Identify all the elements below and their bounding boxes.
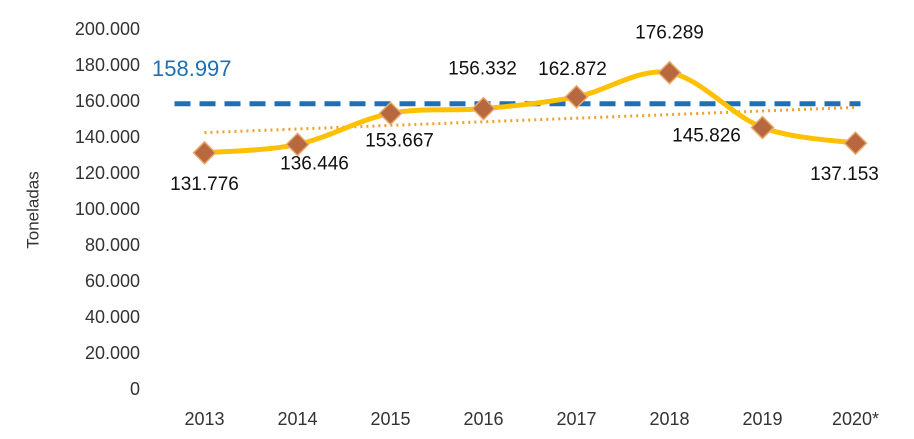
y-tick-label: 120.000 <box>75 163 140 183</box>
marker <box>564 84 589 109</box>
y-tick-label: 80.000 <box>85 235 140 255</box>
x-tick-label: 2016 <box>463 409 503 429</box>
y-tick-label: 200.000 <box>75 19 140 39</box>
y-tick-label: 40.000 <box>85 307 140 327</box>
y-axis-title: Toneladas <box>23 171 42 249</box>
marker <box>471 96 496 121</box>
y-tick-label: 0 <box>130 379 140 399</box>
x-tick-label: 2020* <box>832 409 879 429</box>
marker <box>657 60 682 85</box>
y-tick-label: 60.000 <box>85 271 140 291</box>
data-label: 162.872 <box>538 59 607 80</box>
x-tick-label: 2013 <box>184 409 224 429</box>
y-tick-label: 180.000 <box>75 55 140 75</box>
data-label: 176.289 <box>635 23 704 44</box>
x-tick-label: 2017 <box>556 409 596 429</box>
y-tick-label: 20.000 <box>85 343 140 363</box>
x-tick-label: 2018 <box>649 409 689 429</box>
y-tick-label: 140.000 <box>75 127 140 147</box>
average-label: 158.997 <box>152 56 232 81</box>
x-tick-label: 2019 <box>742 409 782 429</box>
x-tick-label: 2014 <box>277 409 317 429</box>
data-label: 136.446 <box>280 153 349 174</box>
data-label: 153.667 <box>365 130 434 151</box>
y-tick-label: 100.000 <box>75 199 140 219</box>
data-label: 156.332 <box>448 59 517 80</box>
x-tick-label: 2015 <box>370 409 410 429</box>
series-line <box>204 69 856 156</box>
marker <box>843 131 868 156</box>
marker <box>192 140 217 165</box>
data-label: 131.776 <box>170 174 239 195</box>
marker <box>285 132 310 157</box>
data-label: 145.826 <box>672 126 741 147</box>
marker <box>750 115 775 140</box>
data-label: 137.153 <box>810 164 879 185</box>
marker <box>378 101 403 126</box>
trendline <box>204 105 856 135</box>
y-tick-label: 160.000 <box>75 91 140 111</box>
